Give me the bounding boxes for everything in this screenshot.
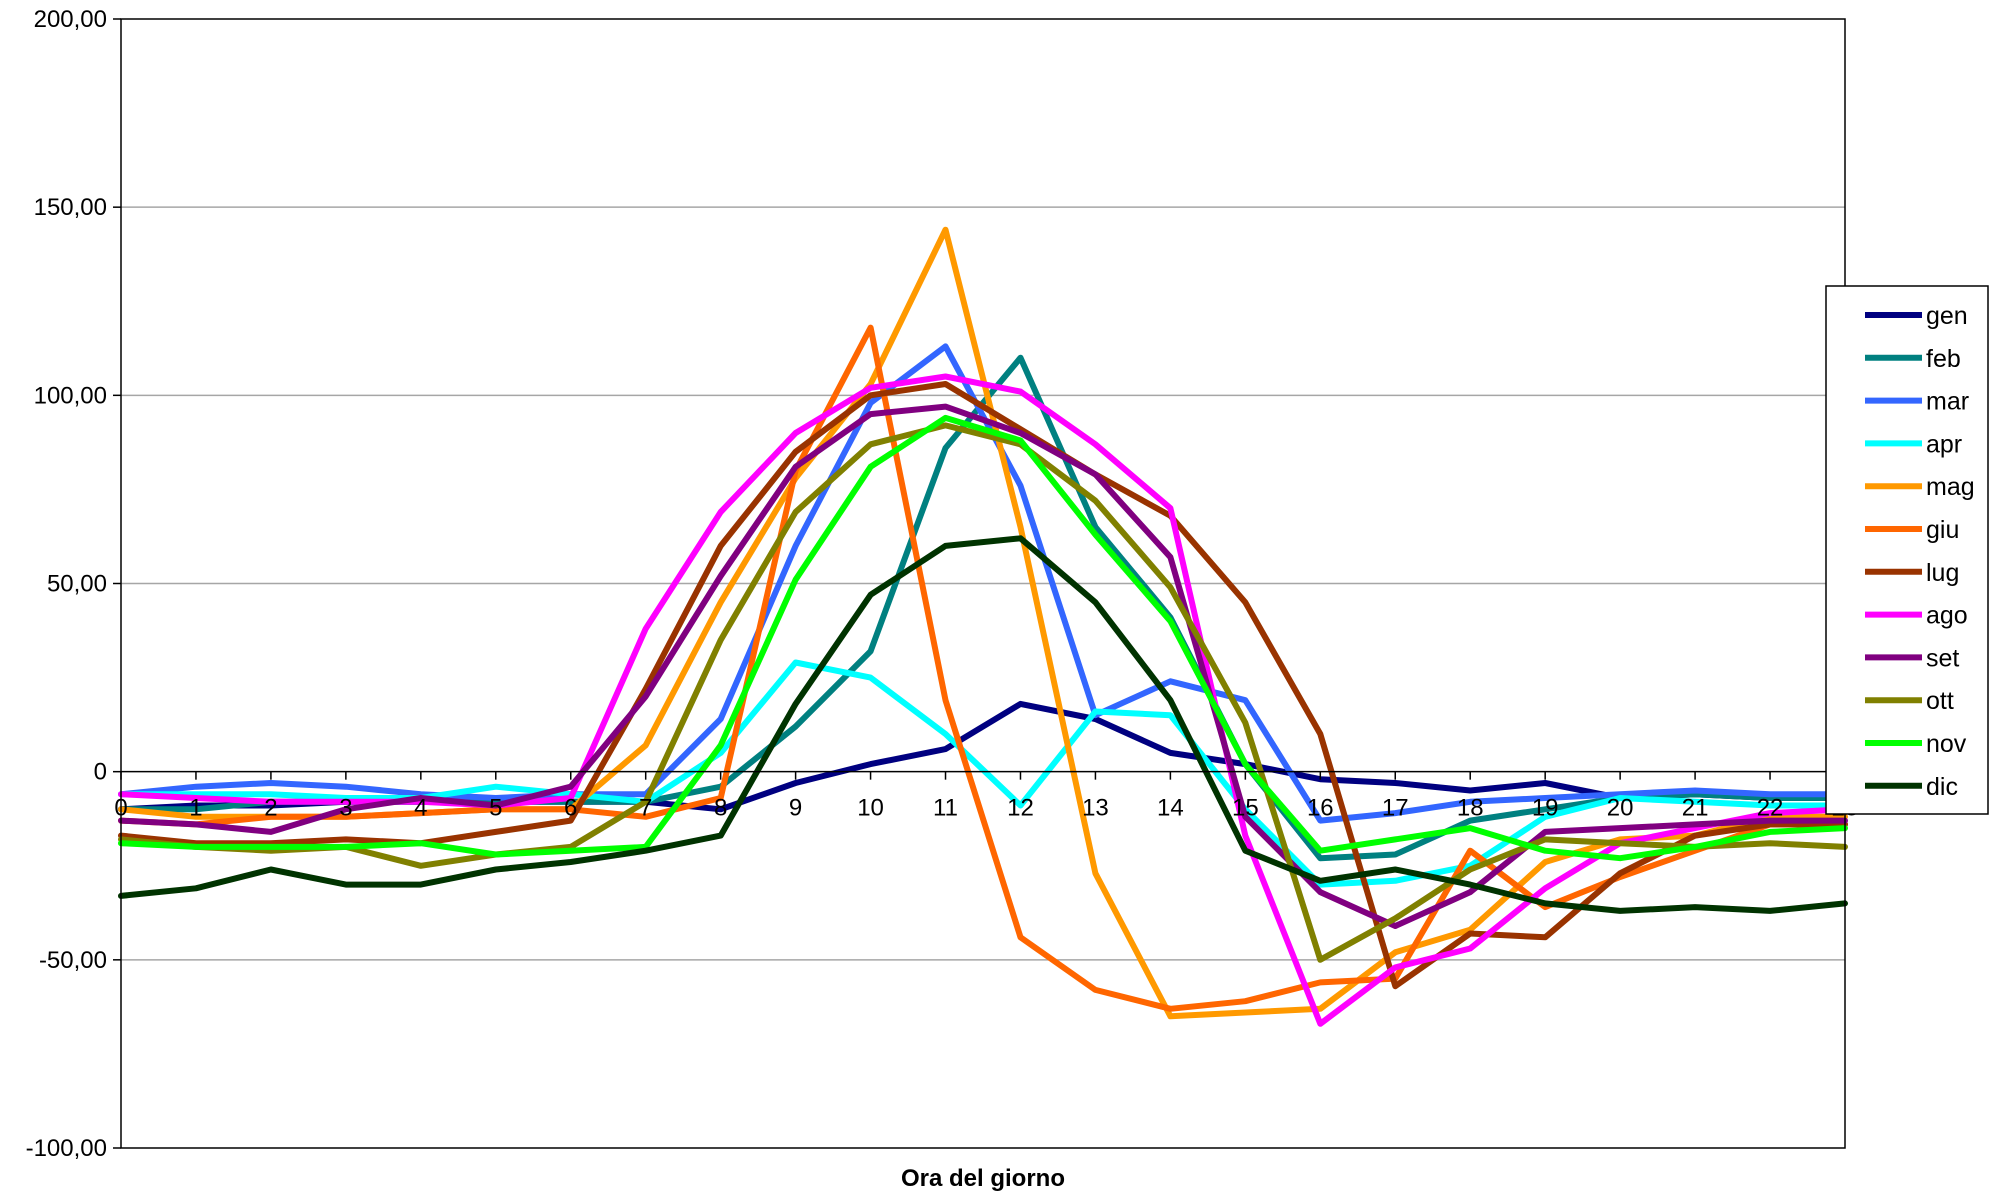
legend-label: mag — [1926, 473, 1975, 501]
series-line-set — [118, 403, 1848, 929]
y-tick-label: -100,00 — [26, 1135, 107, 1162]
legend-item-mar: mar — [1865, 388, 1969, 416]
legend-item-mag: mag — [1865, 473, 1975, 501]
series-line-nov — [118, 414, 1848, 862]
legend-item-dic: dic — [1865, 773, 1958, 801]
x-tick-label: 7 — [639, 795, 652, 822]
x-tick-label: 9 — [789, 795, 802, 822]
y-tick-label: 50,00 — [47, 571, 107, 598]
x-tick-label: 17 — [1382, 795, 1409, 822]
x-tick-label: 8 — [714, 795, 727, 822]
x-tick-label: 3 — [339, 795, 352, 822]
series-line-dic — [118, 535, 1848, 914]
legend-label: nov — [1926, 730, 1967, 758]
series-line-ott — [118, 422, 1848, 963]
legend-label: set — [1926, 644, 1959, 672]
x-tick-label: 6 — [564, 795, 577, 822]
legend-label: ago — [1926, 602, 1968, 630]
legend-label: gen — [1926, 302, 1968, 330]
x-tick-label: 2 — [264, 795, 277, 822]
x-tick-label: 11 — [933, 795, 958, 822]
series-line-mar — [118, 343, 1848, 824]
x-tick-label: 1 — [189, 795, 202, 822]
y-tick-label: 150,00 — [34, 194, 107, 221]
legend-item-ott: ott — [1865, 687, 1954, 715]
legend-label: lug — [1926, 559, 1959, 587]
y-tick-label: -50,00 — [39, 947, 107, 974]
y-tick-label: 200,00 — [34, 6, 107, 33]
x-tick-label: 18 — [1457, 795, 1484, 822]
legend-item-nov: nov — [1865, 730, 1967, 758]
legend: gen feb mar apr mag giu lug ago set ott nov dic — [1825, 285, 1989, 815]
x-tick-label: 20 — [1607, 795, 1634, 822]
legend-item-feb: feb — [1865, 345, 1961, 373]
x-tick-label: 10 — [857, 795, 884, 822]
y-tick-label: 0 — [94, 759, 107, 786]
x-tick-label: 5 — [489, 795, 502, 822]
legend-box — [1825, 285, 1989, 815]
legend-label: mar — [1926, 388, 1969, 416]
legend-item-apr: apr — [1865, 430, 1962, 458]
x-tick-label: 16 — [1307, 795, 1334, 822]
x-tick-label: 21 — [1682, 795, 1709, 822]
legend-item-ago: ago — [1865, 602, 1968, 630]
legend-item-giu: giu — [1865, 516, 1959, 544]
legend-item-set: set — [1865, 644, 1959, 672]
legend-label: dic — [1926, 773, 1958, 801]
x-axis-tick-labels: 01234567891011121314151617181920212223 — [114, 771, 1858, 822]
legend-label: ott — [1926, 687, 1954, 715]
legend-item-lug: lug — [1865, 559, 1959, 587]
x-tick-label: 19 — [1532, 795, 1559, 822]
legend-item-gen: gen — [1865, 302, 1968, 330]
x-tick-label: 22 — [1757, 795, 1784, 822]
x-tick-label: 15 — [1232, 795, 1259, 822]
legend-label: feb — [1926, 345, 1961, 373]
x-tick-label: 13 — [1082, 795, 1109, 822]
x-tick-label: 4 — [414, 795, 427, 822]
x-tick-label: 14 — [1157, 795, 1184, 822]
y-axis-tick-labels: 200,00 150,00 100,00 50,00 0 -50,00 -100,00 — [26, 6, 107, 1162]
legend-label: giu — [1926, 516, 1959, 544]
series-lines — [118, 226, 1848, 1027]
x-axis-label: Ora del giorno — [901, 1165, 1065, 1192]
x-tick-label: 12 — [1007, 795, 1034, 822]
legend-label: apr — [1926, 430, 1962, 458]
legend-items: gen feb mar apr mag giu lug ago set ott nov dic — [1865, 302, 1975, 801]
gridlines — [113, 18, 1845, 1149]
y-tick-label: 100,00 — [34, 382, 107, 409]
